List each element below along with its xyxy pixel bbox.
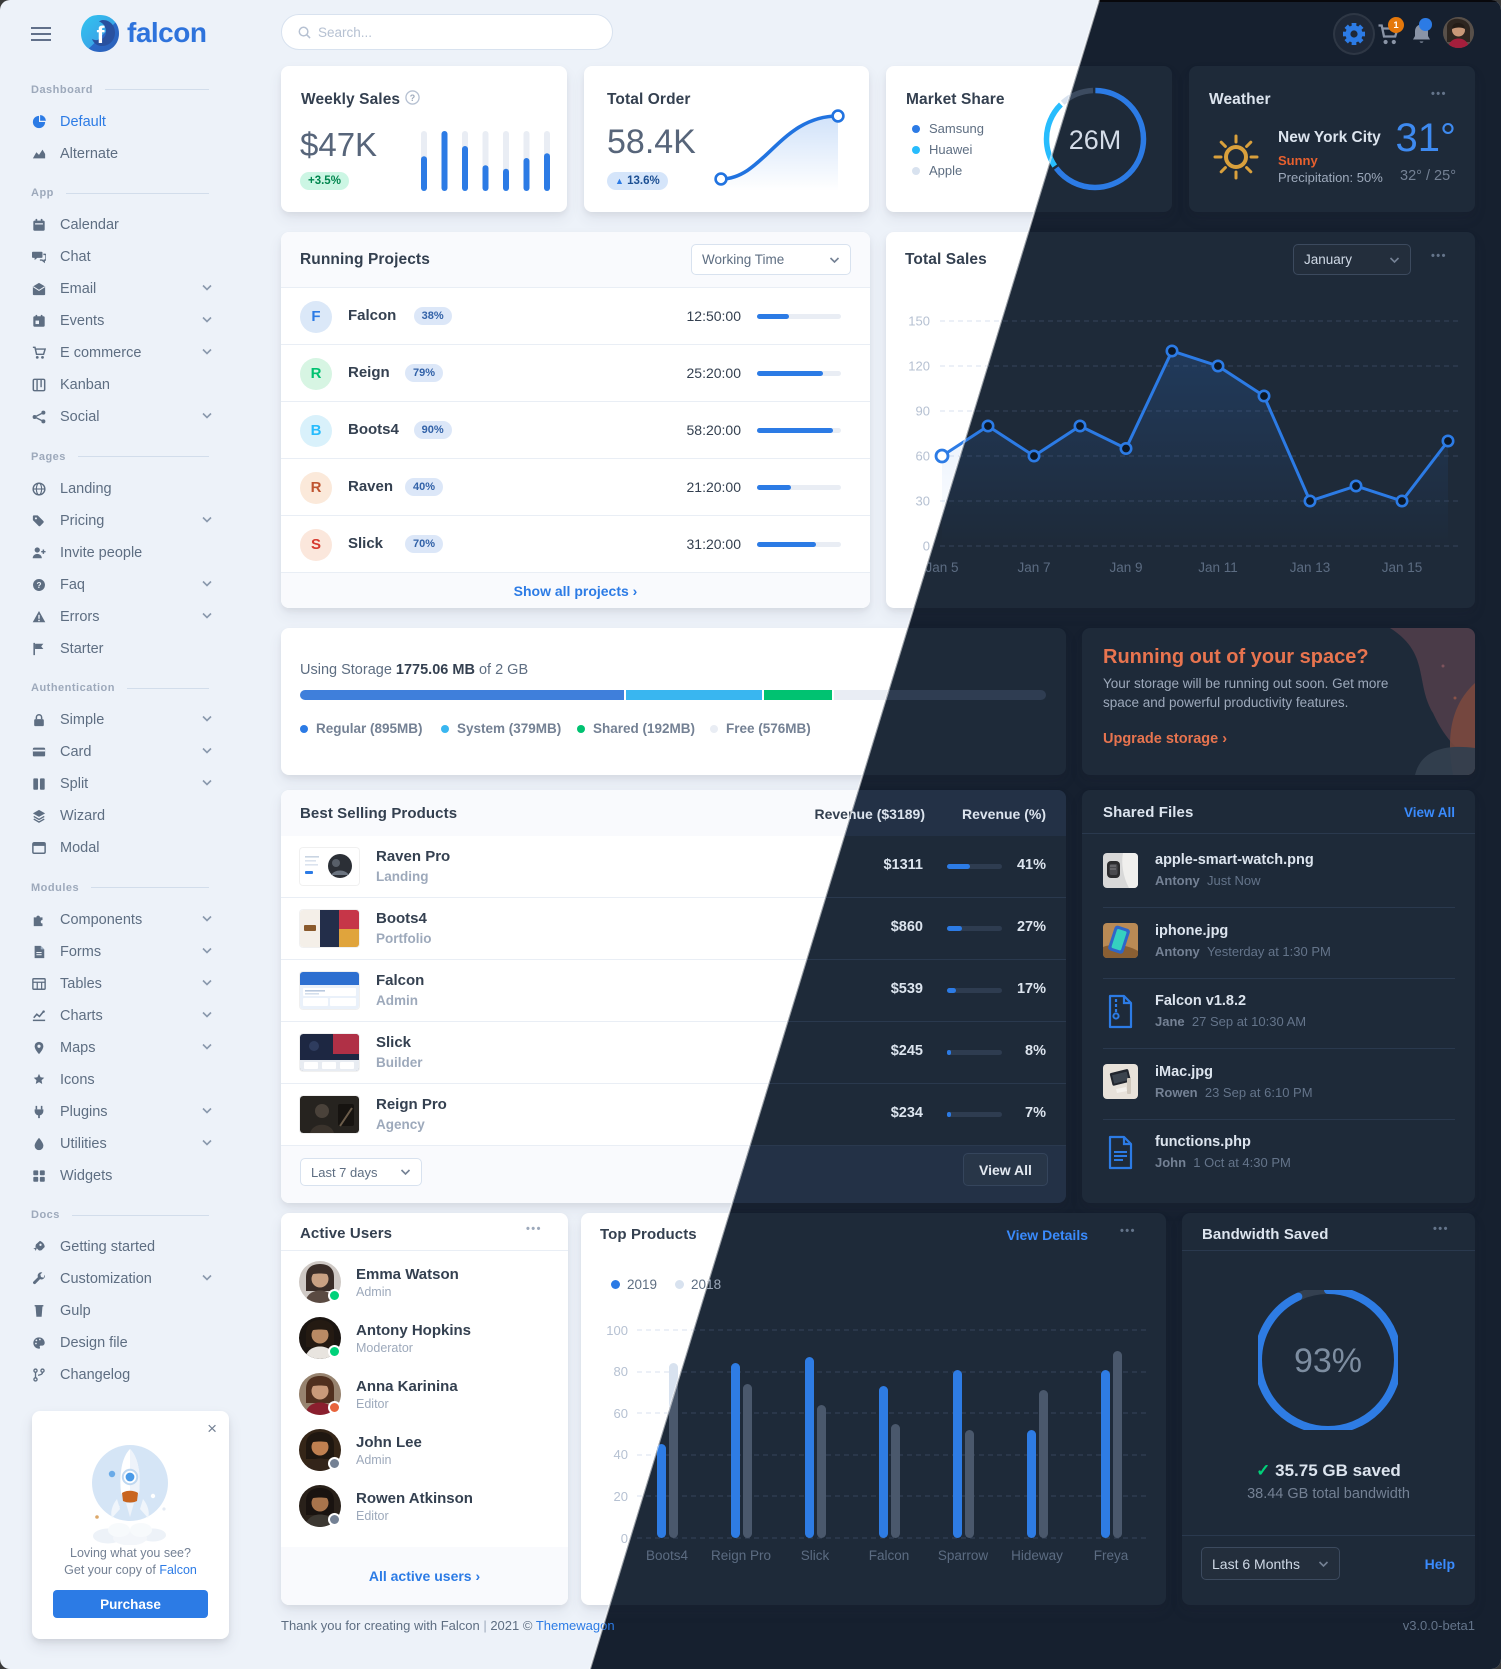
svg-text:Hideway: Hideway — [1011, 1548, 1063, 1563]
svg-text:40: 40 — [614, 1447, 628, 1462]
svg-text:Jan 11: Jan 11 — [1198, 560, 1238, 575]
svg-text:Jan 5: Jan 5 — [925, 560, 958, 575]
svg-text:Slick: Slick — [801, 1548, 830, 1563]
svg-text:90: 90 — [916, 404, 930, 419]
svg-text:Jan 13: Jan 13 — [1290, 560, 1331, 575]
svg-text:20: 20 — [614, 1489, 628, 1504]
svg-text:Reign Pro: Reign Pro — [711, 1548, 771, 1563]
svg-text:0: 0 — [621, 1531, 628, 1546]
svg-text:Jan 15: Jan 15 — [1382, 560, 1423, 575]
svg-text:60: 60 — [614, 1406, 628, 1421]
svg-text:30: 30 — [916, 494, 930, 509]
svg-text:60: 60 — [916, 449, 930, 464]
svg-text:Sparrow: Sparrow — [938, 1548, 989, 1563]
svg-text:0: 0 — [923, 539, 930, 554]
svg-text:Boots4: Boots4 — [646, 1548, 689, 1563]
svg-text:?: ? — [36, 579, 41, 589]
svg-text:Freya: Freya — [1094, 1548, 1129, 1563]
svg-text:150: 150 — [908, 314, 930, 329]
svg-text:Jan 9: Jan 9 — [1109, 560, 1142, 575]
svg-text:?: ? — [410, 93, 415, 103]
svg-text:100: 100 — [606, 1323, 628, 1338]
svg-text:f: f — [97, 22, 106, 49]
svg-text:93%: 93% — [1294, 1342, 1362, 1380]
svg-text:120: 120 — [908, 359, 930, 374]
svg-text:80: 80 — [614, 1364, 628, 1379]
svg-text:Jan 7: Jan 7 — [1017, 560, 1050, 575]
svg-text:Falcon: Falcon — [869, 1548, 910, 1563]
